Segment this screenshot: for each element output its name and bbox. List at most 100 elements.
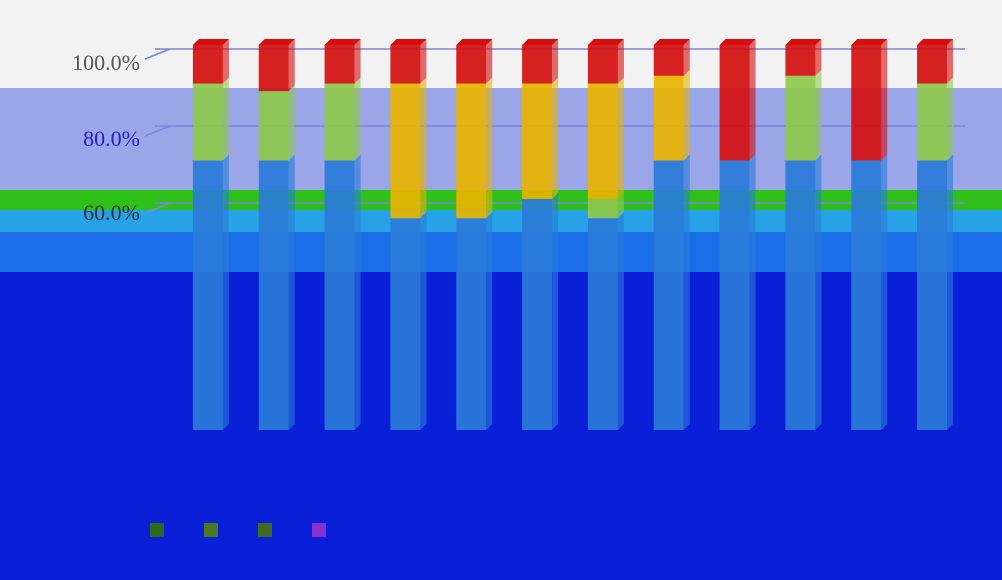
bar-top-5 — [522, 39, 559, 45]
bar-side-3-series-3 — [420, 39, 427, 84]
legend-item-4 — [312, 523, 326, 537]
bar-top-9 — [785, 39, 822, 45]
bar-side-8-series-0 — [749, 154, 756, 430]
legend-item-2 — [204, 523, 218, 537]
bar-side-7-series-3 — [683, 39, 690, 76]
bar-11-series-3 — [917, 45, 948, 84]
bar-side-10-series-0 — [881, 154, 888, 430]
chart-legend — [150, 515, 910, 545]
bar-side-8-series-3 — [749, 39, 756, 161]
bar-side-7-series-2 — [683, 69, 690, 161]
bar-0-series-3 — [192, 45, 223, 84]
gridline-depth-60 — [144, 202, 171, 214]
bar-side-1-series-3 — [288, 39, 295, 92]
bar-6-series-0 — [587, 218, 618, 430]
bar-5-series-3 — [522, 45, 553, 84]
bar-7-series-2 — [653, 75, 684, 161]
bar-side-11-series-0 — [947, 154, 954, 430]
bar-top-3 — [390, 39, 427, 45]
gridline-depth-100 — [144, 48, 171, 60]
bar-top-8 — [719, 39, 756, 45]
bar-5-series-0 — [522, 199, 553, 430]
bar-side-4-series-3 — [486, 39, 493, 84]
bar-4-series-2 — [456, 83, 487, 219]
bar-2-series-3 — [324, 45, 355, 84]
y-tick-label-100: 100.0% — [72, 50, 140, 75]
bar-top-6 — [587, 39, 624, 45]
bar-top-4 — [456, 39, 493, 45]
bar-4-series-3 — [456, 45, 487, 84]
legend-swatch-1 — [150, 523, 164, 537]
bar-11-series-1 — [917, 83, 948, 161]
bar-2-series-1 — [324, 83, 355, 161]
bar-side-3-series-2 — [420, 77, 427, 219]
bar-side-4-series-2 — [486, 77, 493, 219]
legend-item-1 — [150, 523, 164, 537]
bar-side-2-series-3 — [354, 39, 361, 84]
gridline-depth-80 — [144, 125, 171, 137]
bar-top-10 — [851, 39, 888, 45]
bar-10-series-0 — [851, 160, 882, 430]
bar-side-3-series-0 — [420, 212, 427, 430]
bar-side-5-series-3 — [552, 39, 559, 84]
bar-1-series-3 — [258, 45, 289, 92]
bar-side-5-series-2 — [552, 77, 559, 199]
bar-4-series-0 — [456, 218, 487, 430]
bar-side-9-series-1 — [815, 69, 822, 161]
bar-top-0 — [192, 39, 229, 45]
bar-side-6-series-2 — [617, 77, 624, 199]
bar-side-6-series-1 — [617, 193, 624, 219]
bar-6-series-1 — [587, 199, 618, 219]
bar-10-series-3 — [851, 45, 882, 161]
y-tick-label-60: 60.0% — [83, 200, 140, 225]
bar-side-1-series-0 — [288, 154, 295, 430]
bar-side-7-series-0 — [683, 154, 690, 430]
bar-side-2-series-1 — [354, 77, 361, 161]
legend-swatch-4 — [312, 523, 326, 537]
bar-7-series-3 — [653, 45, 684, 76]
bar-5-series-2 — [522, 83, 553, 199]
bar-3-series-0 — [390, 218, 421, 430]
bar-side-0-series-0 — [222, 154, 229, 430]
bar-top-11 — [917, 39, 954, 45]
bar-1-series-1 — [258, 91, 289, 161]
bar-side-6-series-3 — [617, 39, 624, 84]
chart-band-lavender — [0, 88, 1002, 190]
legend-swatch-3 — [258, 523, 272, 537]
bar-11-series-0 — [917, 160, 948, 430]
bar-8-series-0 — [719, 160, 750, 430]
bar-2-series-0 — [324, 160, 355, 430]
bar-side-9-series-0 — [815, 154, 822, 430]
bar-top-7 — [653, 39, 690, 45]
y-tick-label-80: 80.0% — [83, 126, 140, 151]
bar-side-6-series-0 — [617, 212, 624, 430]
bar-top-2 — [324, 39, 361, 45]
bar-9-series-1 — [785, 75, 816, 161]
bar-9-series-3 — [785, 45, 816, 76]
bar-6-series-2 — [587, 83, 618, 199]
bar-0-series-0 — [192, 160, 223, 430]
bar-3-series-2 — [390, 83, 421, 219]
bar-side-11-series-3 — [947, 39, 954, 84]
legend-item-3 — [258, 523, 272, 537]
bar-side-0-series-3 — [222, 39, 229, 84]
legend-swatch-2 — [204, 523, 218, 537]
bar-side-1-series-1 — [288, 85, 295, 161]
bar-side-5-series-0 — [552, 193, 559, 430]
bar-3-series-3 — [390, 45, 421, 84]
bar-6-series-3 — [587, 45, 618, 84]
bar-1-series-0 — [258, 160, 289, 430]
bar-side-4-series-0 — [486, 212, 493, 430]
bar-side-10-series-3 — [881, 39, 888, 161]
bar-top-1 — [258, 39, 295, 45]
chart-band-top — [0, 0, 1002, 88]
bar-side-9-series-3 — [815, 39, 822, 76]
bar-side-2-series-0 — [354, 154, 361, 430]
bar-9-series-0 — [785, 160, 816, 430]
chart-band-blue — [0, 232, 1002, 272]
bar-0-series-1 — [192, 83, 223, 161]
bar-8-series-3 — [719, 45, 750, 161]
bar-7-series-0 — [653, 160, 684, 430]
bar-side-0-series-1 — [222, 77, 229, 161]
